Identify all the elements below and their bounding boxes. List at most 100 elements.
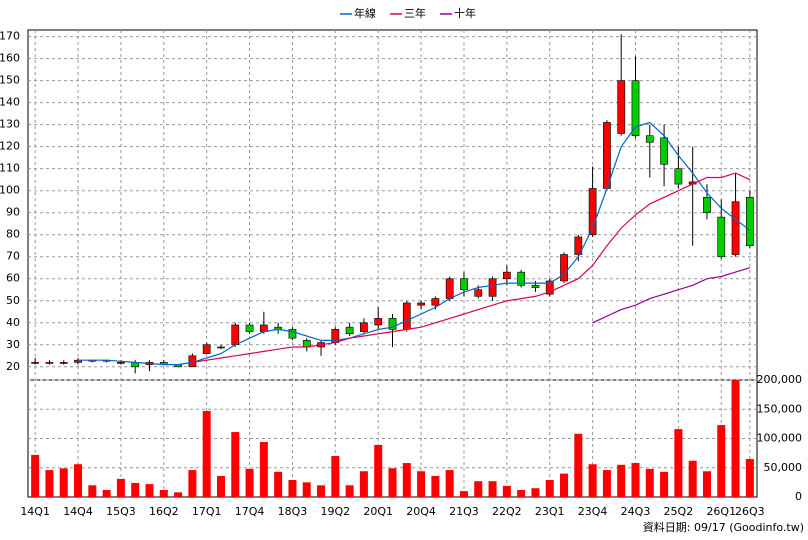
- line-series: [78, 121, 751, 366]
- x-tick-label: 22Q2: [492, 505, 522, 518]
- volume-bar: [745, 458, 754, 497]
- x-tick-label: 15Q3: [106, 505, 136, 518]
- candle-body: [603, 122, 611, 189]
- legend-label: 三年: [404, 6, 426, 20]
- candle-body: [202, 344, 211, 354]
- volume-bar: [131, 482, 140, 497]
- x-tick-label: 14Q4: [63, 505, 93, 518]
- candle-body: [302, 340, 311, 348]
- volume-bar: [502, 485, 511, 497]
- candle-body: [545, 280, 554, 295]
- y-tick-label: 130: [0, 118, 20, 131]
- y-tick-label: 120: [0, 140, 20, 153]
- candle-body: [645, 135, 654, 143]
- candle-body: [445, 278, 454, 299]
- candle-body: [502, 271, 511, 280]
- volume-bar: [588, 464, 597, 497]
- candle-body: [402, 302, 411, 330]
- x-tick-label: 26Q1: [706, 505, 736, 518]
- volume-bar: [374, 444, 383, 497]
- candle-body: [617, 80, 626, 134]
- candle-body: [674, 168, 683, 185]
- volume-bar: [188, 470, 197, 497]
- candle-body: [217, 346, 225, 349]
- y2-tick-label: 50,000: [764, 461, 803, 474]
- candle-body: [474, 289, 483, 297]
- x-tick-label: 17Q1: [192, 505, 222, 518]
- x-tick-label: 14Q1: [20, 505, 50, 518]
- candle-body: [388, 318, 397, 330]
- candle-body: [560, 254, 568, 282]
- x-tick-label: 23Q1: [535, 505, 565, 518]
- candle-body: [288, 329, 297, 339]
- volume-bar: [731, 380, 740, 497]
- volume-bar: [74, 464, 83, 497]
- y-tick-label: 170: [0, 30, 20, 43]
- y-tick-label: 30: [6, 338, 20, 351]
- x-tick-label: 20Q4: [406, 505, 436, 518]
- volume-bar: [674, 429, 683, 497]
- legend-label: 年線: [354, 6, 376, 20]
- volume-bar: [159, 489, 168, 497]
- x-tick-label: 17Q4: [235, 505, 265, 518]
- candle-body: [717, 216, 726, 258]
- x-tick-label: 26Q3: [735, 505, 765, 518]
- volume-bar: [431, 475, 440, 497]
- volume-bar: [145, 484, 154, 497]
- line-series: [192, 172, 751, 363]
- volume-bar: [388, 468, 397, 497]
- candle-body: [745, 196, 754, 247]
- x-tick-label: 23Q4: [578, 505, 608, 518]
- x-tick-label: 16Q2: [149, 505, 179, 518]
- volume-bar: [245, 468, 254, 497]
- volume-bar: [602, 470, 611, 497]
- volume-bar: [560, 473, 569, 497]
- legend-label: 十年: [454, 6, 476, 20]
- volume-bar: [216, 475, 225, 497]
- volume-bar: [474, 481, 483, 497]
- candle-body: [245, 324, 254, 332]
- volume-bar: [660, 471, 669, 497]
- y2-tick-label: 0: [795, 490, 802, 503]
- y-tick-label: 60: [6, 272, 20, 285]
- volume-bar: [45, 470, 54, 497]
- volume-bar: [574, 433, 583, 497]
- candle-body: [531, 285, 540, 288]
- volume-bar: [274, 471, 283, 497]
- volume-bar: [288, 480, 297, 497]
- candle-body: [231, 324, 240, 346]
- y-tick-label: 160: [0, 52, 20, 65]
- candle-body: [31, 362, 40, 364]
- candle-body: [703, 196, 711, 214]
- volume-bar: [259, 442, 268, 497]
- volume-bar: [31, 454, 40, 497]
- candle-body: [517, 271, 526, 286]
- y-tick-label: 20: [6, 360, 20, 373]
- volume-bar: [417, 471, 426, 497]
- volume-bar: [402, 463, 411, 497]
- candle-body: [488, 278, 497, 297]
- y-tick-label: 50: [6, 294, 20, 307]
- y-tick-label: 70: [6, 250, 20, 263]
- x-tick-label: 24Q3: [621, 505, 651, 518]
- volume-bar: [531, 488, 540, 497]
- candle-body: [360, 322, 368, 332]
- volume-bar: [645, 468, 654, 497]
- y2-tick-label: 200,000: [757, 373, 803, 386]
- candle-body: [460, 278, 468, 291]
- plot-frame: [27, 29, 758, 498]
- candle-body: [345, 326, 354, 335]
- volume-bar: [688, 460, 697, 497]
- volume-bar: [317, 485, 326, 497]
- line-series: [592, 267, 751, 324]
- y-tick-label: 90: [6, 206, 20, 219]
- candle-body: [59, 362, 68, 364]
- volume-bar: [459, 491, 468, 497]
- candle-body: [431, 298, 440, 306]
- y-tick-label: 100: [0, 184, 20, 197]
- volume-bar: [488, 481, 497, 497]
- volume-bar: [174, 492, 183, 497]
- candle-body: [631, 80, 640, 136]
- y-tick-label: 80: [6, 228, 20, 241]
